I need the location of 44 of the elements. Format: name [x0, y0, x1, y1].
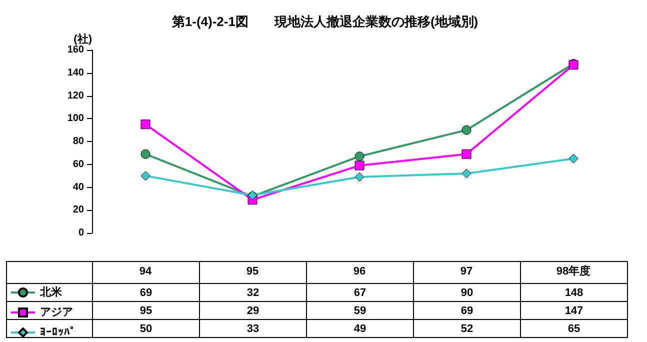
data-label: 90: [414, 284, 520, 302]
legend-label: アジア: [40, 306, 73, 318]
y-axis-title: (社): [74, 32, 92, 46]
point: [140, 120, 150, 130]
y-tick-label: 120: [67, 90, 84, 102]
data-label: 29: [200, 302, 306, 320]
point: [462, 149, 472, 159]
data-label: 32: [200, 284, 306, 302]
point: [354, 160, 364, 170]
legend-label: ﾖｰﾛｯﾊﾟ: [40, 326, 76, 338]
y-tick-label: 140: [67, 67, 84, 78]
data-label: 67: [306, 284, 414, 302]
data-label: 95: [92, 302, 200, 320]
y-tick-label: 0: [78, 228, 84, 238]
y-tick-label: 20: [72, 204, 84, 216]
point: [140, 149, 150, 159]
x-tick-label: 95: [246, 266, 259, 278]
data-label: 52: [414, 320, 520, 338]
chart-title: 第1-(4)-2-1図 現地法人撤退企業数の推移(地域別): [170, 14, 478, 29]
data-label: 49: [306, 320, 414, 338]
point: [462, 168, 472, 178]
data-label: 65: [520, 320, 628, 338]
y-tick-label: 40: [72, 182, 84, 193]
data-label: 59: [306, 302, 414, 320]
point: [462, 125, 472, 135]
point: [354, 152, 364, 162]
legend-label: 北米: [39, 286, 63, 298]
point: [568, 154, 578, 164]
data-label: 50: [92, 320, 200, 338]
data-label: 69: [92, 284, 200, 302]
data-label: 147: [520, 302, 628, 320]
x-tick-label: 96: [353, 266, 366, 278]
x-tick-label: 98年度: [556, 264, 591, 278]
point: [140, 171, 150, 181]
x-tick-label: 94: [139, 266, 152, 278]
y-tick-label: 160: [67, 44, 84, 56]
y-tick-label: 60: [72, 158, 84, 170]
data-label: 148: [520, 284, 628, 302]
data-label: 69: [414, 302, 520, 320]
data-label: 33: [200, 320, 306, 338]
y-tick-label: 80: [72, 136, 84, 147]
y-tick-label: 100: [67, 113, 84, 124]
point: [354, 172, 364, 182]
x-tick-label: 97: [460, 266, 473, 278]
